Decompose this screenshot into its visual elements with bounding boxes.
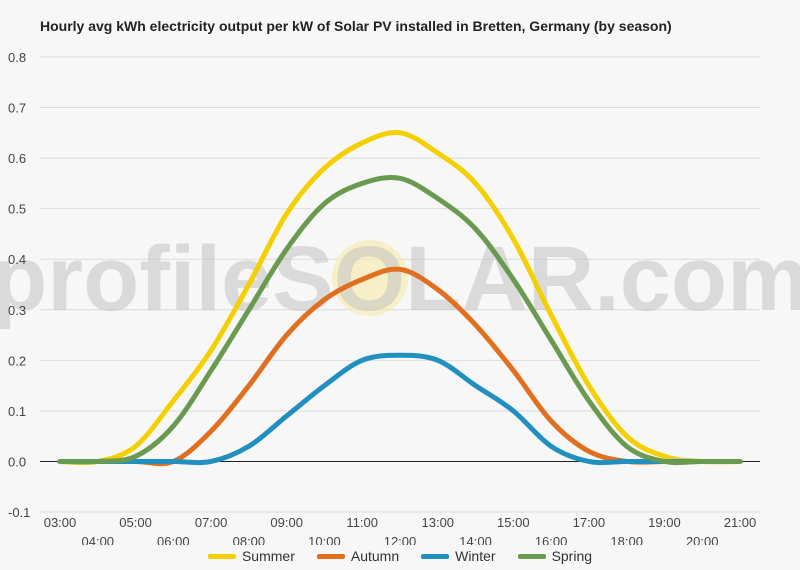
x-tick-label: 12:00: [384, 534, 417, 545]
y-tick-label: 0.4: [8, 252, 26, 267]
x-tick-label: 07:00: [195, 515, 228, 530]
x-tick-label: 16:00: [535, 534, 568, 545]
legend: Summer Autumn Winter Spring: [0, 548, 800, 564]
legend-item-winter: Winter: [421, 548, 496, 564]
x-tick-label: 09:00: [270, 515, 303, 530]
x-tick-label: 06:00: [157, 534, 190, 545]
legend-swatch: [316, 553, 345, 559]
legend-swatch: [421, 553, 450, 559]
legend-label: Winter: [455, 548, 496, 564]
series-line-spring: [57, 174, 743, 466]
x-tick-label: 19:00: [648, 515, 681, 530]
legend-label: Summer: [241, 548, 295, 564]
x-tick-label: 21:00: [724, 515, 757, 530]
x-tick-label: 03:00: [44, 515, 77, 530]
y-axis: -0.1 0.0 0.1 0.2 0.3 0.4 0.5 0.6 0.7 0.8: [8, 50, 30, 520]
x-axis: 03:00 04:00 05:00 06:00 07:00 08:00 09:00 10:00…: [44, 515, 757, 545]
x-tick-label: 10:00: [308, 534, 341, 545]
y-tick-label: 0.3: [8, 303, 26, 318]
watermark: profileSOLAR.com: [0, 228, 800, 330]
y-tick-label: 0.6: [8, 151, 26, 166]
x-tick-label: 20:00: [686, 534, 719, 545]
x-tick-label: 04:00: [82, 534, 115, 545]
legend-swatch: [207, 553, 236, 559]
y-tick-label: 0.0: [8, 454, 26, 469]
series-line-winter: [57, 352, 743, 466]
x-tick-label: 13:00: [422, 515, 455, 530]
legend-item-autumn: Autumn: [316, 548, 400, 564]
chart-title: Hourly avg kWh electricity output per kW…: [40, 18, 672, 34]
legend-item-summer: Summer: [207, 548, 295, 564]
y-tick-label: 0.8: [8, 50, 26, 65]
legend-label: Spring: [551, 548, 593, 564]
y-tick-label: -0.1: [8, 505, 30, 520]
x-tick-label: 14:00: [459, 534, 492, 545]
x-tick-label: 18:00: [610, 534, 643, 545]
x-tick-label: 05:00: [119, 515, 152, 530]
x-tick-label: 11:00: [346, 515, 378, 530]
y-tick-label: 0.7: [8, 101, 26, 116]
y-tick-label: 0.2: [8, 353, 26, 368]
x-tick-label: 17:00: [573, 515, 606, 530]
gridlines: [40, 56, 760, 513]
x-tick-label: 08:00: [233, 534, 266, 545]
y-tick-label: 0.1: [8, 404, 26, 419]
series-line-summer: [57, 130, 743, 466]
legend-item-spring: Spring: [517, 548, 593, 564]
x-tick-label: 15:00: [497, 515, 530, 530]
y-tick-label: 0.5: [8, 202, 26, 217]
line-chart: profileSOLAR.com -0.1 0.0 0.1 0.2 0.3 0.4 0.5 0…: [0, 50, 800, 545]
legend-label: Autumn: [350, 548, 400, 564]
legend-swatch: [517, 553, 546, 559]
watermark-text: profileSOLAR.com: [0, 228, 800, 330]
series-lines: [57, 130, 743, 467]
